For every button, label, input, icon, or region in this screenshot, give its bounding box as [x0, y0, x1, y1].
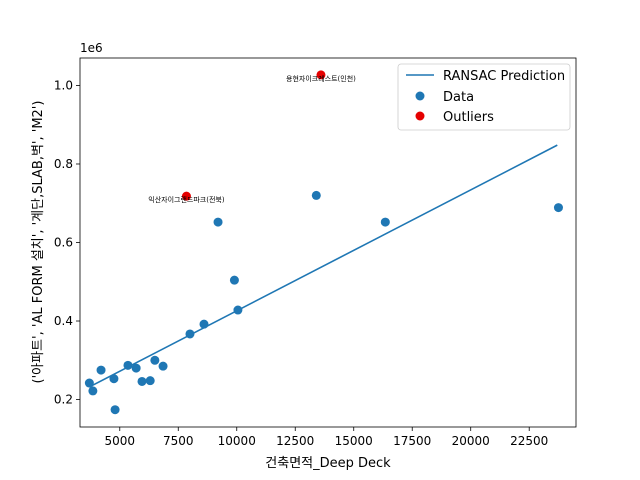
- x-tick-label: 12500: [276, 434, 314, 448]
- y-tick-label: 0.8: [54, 157, 73, 171]
- data-point: [158, 361, 168, 371]
- y-axis-label: ('아파트', 'AL FORM 설치', '계단,SLAB,벽', 'M2'): [31, 101, 46, 384]
- ransac-prediction-line: [88, 144, 558, 388]
- data-point: [109, 374, 119, 384]
- x-axis-label: 건축면적_Deep Deck: [265, 456, 391, 471]
- y-axis-offset-label: 1e6: [80, 41, 103, 55]
- legend-box: [397, 63, 571, 131]
- x-tick-label: 15000: [335, 434, 373, 448]
- x-tick-label: 10000: [218, 434, 256, 448]
- y-tick-label: 0.4: [54, 314, 73, 328]
- data-point: [96, 365, 106, 375]
- x-tick-label: 22500: [510, 434, 548, 448]
- data-point: [213, 217, 223, 227]
- legend-label-data: Data: [443, 90, 474, 105]
- plot-marks: [84, 70, 563, 415]
- x-tick-label: 5000: [105, 434, 136, 448]
- y-tick-label: 0.2: [54, 393, 73, 407]
- data-point: [229, 275, 239, 285]
- data-point: [131, 363, 141, 373]
- data-point: [84, 378, 94, 388]
- y-tick-label: 0.6: [54, 236, 73, 250]
- data-point: [199, 319, 209, 329]
- x-tick-label: 7500: [163, 434, 194, 448]
- outlier-point: [316, 70, 326, 80]
- data-point: [553, 203, 563, 213]
- data-point: [311, 190, 321, 200]
- legend-outlier-swatch: [415, 111, 425, 121]
- data-point: [137, 376, 147, 386]
- x-axis-ticks: 5000 7500 10000 12500 15000 17500 20000 22500: [105, 427, 548, 448]
- data-point: [185, 329, 195, 339]
- legend: RANSAC Prediction Data Outliers: [397, 63, 571, 131]
- data-point: [88, 386, 98, 396]
- data-point: [150, 355, 160, 365]
- y-axis-ticks: 0.2 0.4 0.6 0.8 1.0: [54, 78, 80, 407]
- data-point: [233, 305, 243, 315]
- data-point: [110, 405, 120, 415]
- legend-data-swatch: [415, 91, 425, 101]
- outlier-annotation: 용현자이크레스트(인천): [286, 74, 356, 83]
- outlier-annotations: 익산자이그랜드파크(전북) 용현자이크레스트(인천): [148, 74, 356, 204]
- y-tick-label: 1.0: [54, 78, 73, 92]
- x-tick-label: 20000: [452, 434, 490, 448]
- legend-label-ransac: RANSAC Prediction: [443, 69, 565, 84]
- data-point: [380, 217, 390, 227]
- outlier-annotation: 익산자이그랜드파크(전북): [148, 195, 225, 204]
- data-point: [123, 360, 133, 370]
- outlier-point: [181, 191, 191, 201]
- legend-label-outliers: Outliers: [443, 110, 494, 125]
- data-point: [145, 376, 155, 386]
- x-tick-label: 17500: [393, 434, 431, 448]
